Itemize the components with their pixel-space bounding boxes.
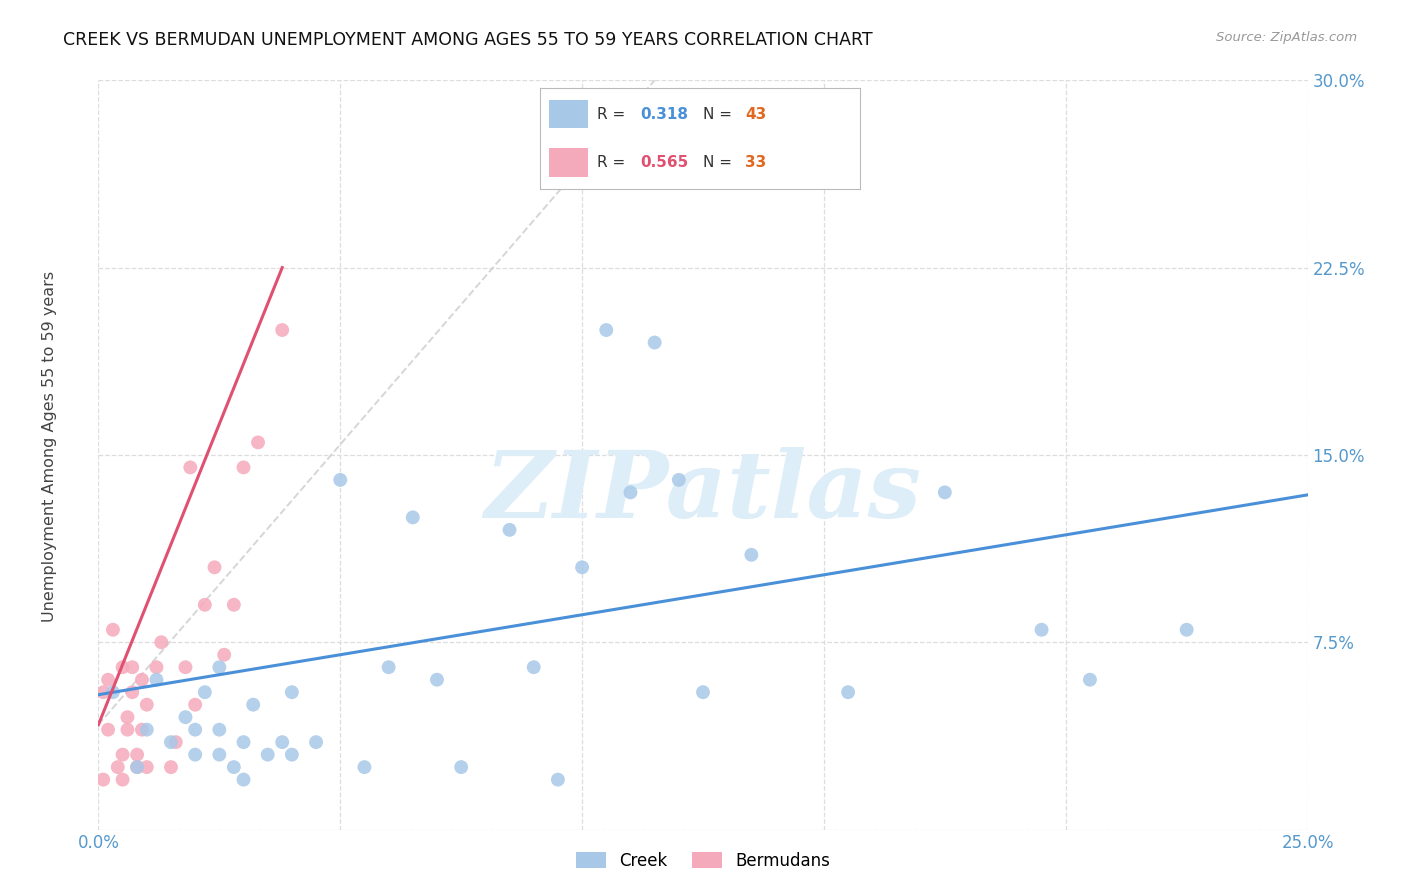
Point <box>208 660 231 674</box>
Point <box>101 685 124 699</box>
Point <box>271 735 294 749</box>
Point <box>135 698 157 712</box>
Text: ZIPatlas: ZIPatlas <box>485 448 921 537</box>
Point <box>91 685 114 699</box>
Point <box>135 723 157 737</box>
Point <box>174 660 197 674</box>
Point <box>145 673 167 687</box>
Point <box>194 685 217 699</box>
Point <box>305 735 328 749</box>
Point <box>127 760 149 774</box>
Point <box>101 623 124 637</box>
Point <box>97 673 120 687</box>
Point <box>184 723 207 737</box>
Point <box>111 747 134 762</box>
Point <box>934 485 956 500</box>
Point <box>498 523 520 537</box>
Point <box>107 760 129 774</box>
Point <box>194 598 217 612</box>
Point <box>256 747 278 762</box>
Point <box>571 560 593 574</box>
Point <box>281 685 304 699</box>
Point <box>131 673 153 687</box>
Text: Unemployment Among Ages 55 to 59 years: Unemployment Among Ages 55 to 59 years <box>42 270 56 622</box>
Point <box>1031 623 1053 637</box>
Point <box>222 760 245 774</box>
Point <box>692 685 714 699</box>
Point <box>184 747 207 762</box>
Point <box>208 747 231 762</box>
Point <box>450 760 472 774</box>
Point <box>1175 623 1198 637</box>
Point <box>111 660 134 674</box>
Point <box>547 772 569 787</box>
Point <box>204 560 226 574</box>
Point <box>426 673 449 687</box>
Point <box>281 747 304 762</box>
Point <box>150 635 173 649</box>
Point <box>111 772 134 787</box>
Point <box>174 710 197 724</box>
Point <box>232 772 254 787</box>
Point <box>131 723 153 737</box>
Point <box>353 760 375 774</box>
Point <box>135 760 157 774</box>
Point <box>160 735 183 749</box>
Point <box>222 598 245 612</box>
Point <box>184 698 207 712</box>
Point <box>121 660 143 674</box>
Point <box>242 698 264 712</box>
Point <box>523 660 546 674</box>
Point <box>232 735 254 749</box>
Point <box>619 485 641 500</box>
Point <box>127 747 149 762</box>
Point <box>247 435 270 450</box>
Point <box>402 510 425 524</box>
Text: CREEK VS BERMUDAN UNEMPLOYMENT AMONG AGES 55 TO 59 YEARS CORRELATION CHART: CREEK VS BERMUDAN UNEMPLOYMENT AMONG AGE… <box>63 31 873 49</box>
Point <box>165 735 187 749</box>
Point <box>1078 673 1101 687</box>
Point <box>121 685 143 699</box>
Point <box>595 323 617 337</box>
Point <box>232 460 254 475</box>
Point <box>668 473 690 487</box>
Point <box>644 335 666 350</box>
Point <box>329 473 352 487</box>
Point <box>127 760 149 774</box>
Point <box>271 323 294 337</box>
Text: Source: ZipAtlas.com: Source: ZipAtlas.com <box>1216 31 1357 45</box>
Point <box>212 648 235 662</box>
Point <box>377 660 399 674</box>
Point <box>789 98 811 112</box>
Legend: Creek, Bermudans: Creek, Bermudans <box>569 846 837 877</box>
Point <box>179 460 201 475</box>
Point <box>91 772 114 787</box>
Point <box>97 723 120 737</box>
Point <box>208 723 231 737</box>
Point <box>160 760 183 774</box>
Point <box>145 660 167 674</box>
Point <box>117 723 139 737</box>
Point <box>117 710 139 724</box>
Point <box>740 548 762 562</box>
Point <box>837 685 859 699</box>
